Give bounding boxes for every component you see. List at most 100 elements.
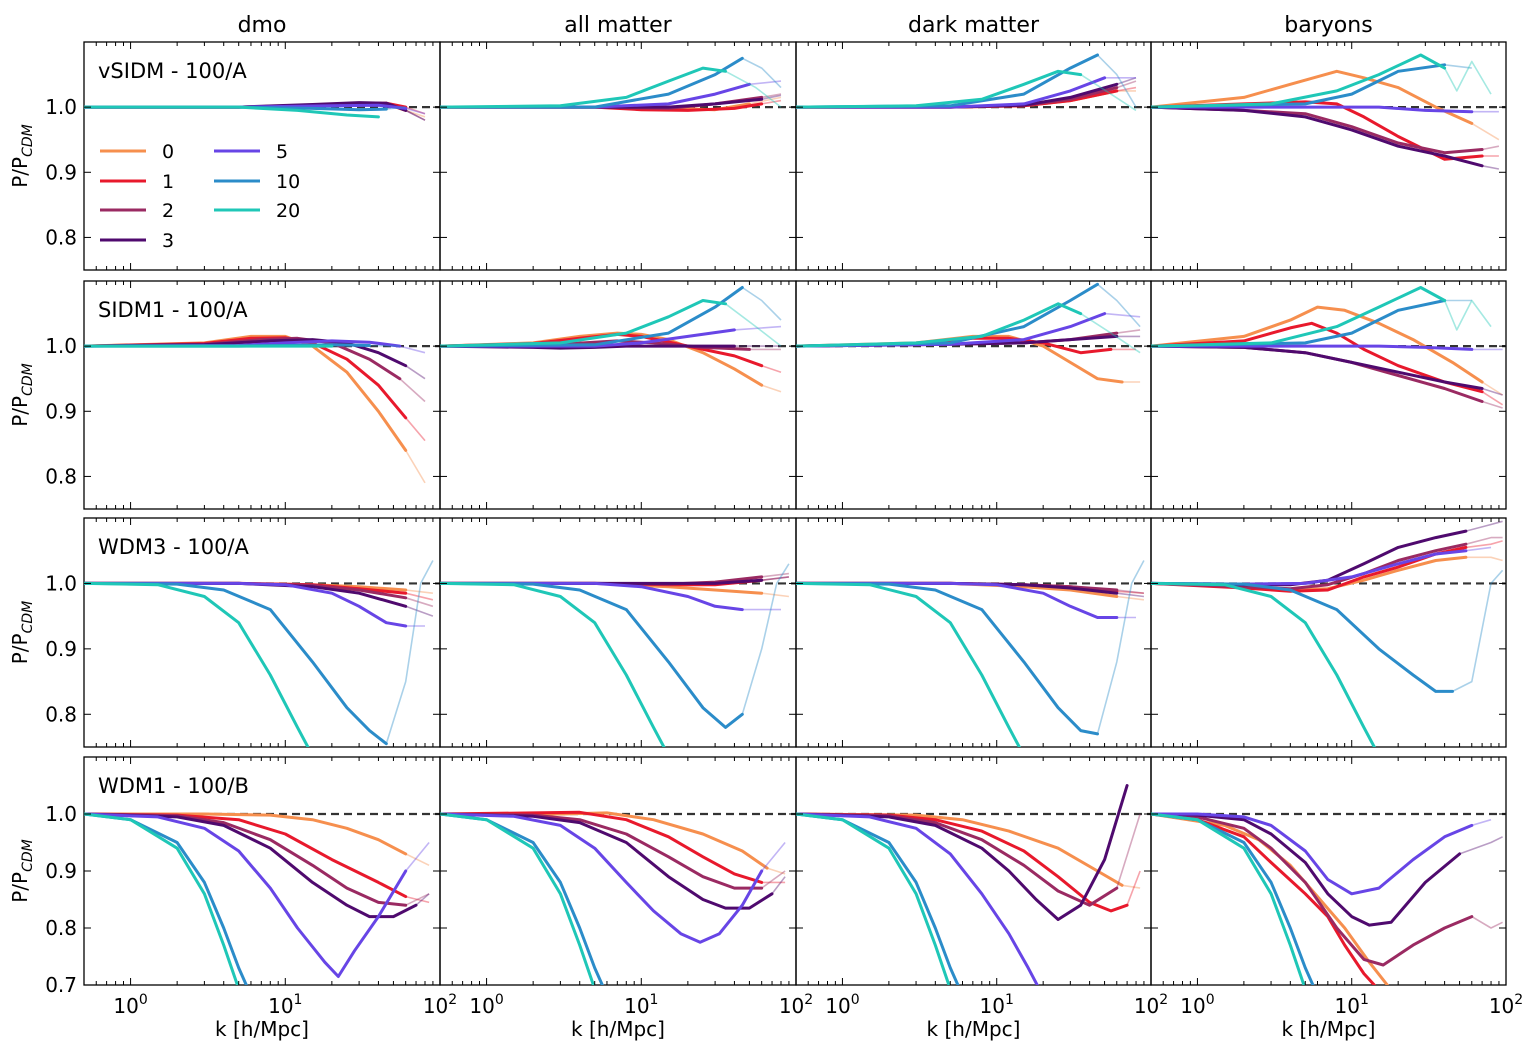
series-line-tail-10 — [1444, 64, 1472, 69]
series-line-tail-2 — [405, 893, 430, 906]
series-line-tail-5 — [761, 841, 786, 872]
series-group — [796, 560, 1145, 747]
series-line-tail-10 — [1096, 54, 1137, 108]
series-line-0 — [1151, 69, 1474, 125]
x-tick-label: 100 — [469, 992, 503, 1018]
series-line-tail-3 — [415, 893, 430, 906]
series-line-20 — [440, 581, 666, 747]
series-line-tail-20 — [725, 303, 782, 347]
x-axis-label: k [h/Mpc] — [1282, 1017, 1376, 1041]
panel-frame — [439, 756, 797, 986]
series-group — [1151, 53, 1500, 170]
series-group — [1151, 520, 1504, 747]
x-tick-label: 100 — [1180, 992, 1214, 1018]
series-line-tail-0 — [1116, 595, 1144, 601]
panel-frame — [1150, 280, 1507, 510]
series-line-tail-20 — [1443, 299, 1492, 331]
series-line-tail-3 — [405, 365, 426, 380]
legend-label-1: 1 — [162, 171, 174, 193]
series-line-tail-1 — [405, 417, 426, 442]
panel-label: WDM1 - 100/B — [98, 774, 249, 798]
column-title-0: dmo — [238, 13, 287, 38]
series-line-20 — [1151, 581, 1376, 747]
x-tick-label: 101 — [1335, 992, 1369, 1018]
x-tick-label: 101 — [624, 992, 658, 1018]
series-line-tail-2 — [1116, 329, 1141, 334]
series-line-tail-1 — [1126, 870, 1141, 906]
series-line-tail-0 — [766, 867, 786, 875]
series-line-tail-3 — [1459, 836, 1503, 855]
series-line-tail-5 — [749, 80, 782, 86]
panel-3-2 — [795, 756, 1152, 986]
series-line-2 — [440, 812, 764, 890]
series-line-tail-1 — [761, 364, 782, 373]
series-line-tail-2 — [1116, 80, 1137, 89]
series-line-tail-2 — [399, 378, 426, 403]
series-group — [84, 560, 434, 747]
series-line-tail-20 — [1080, 73, 1137, 112]
series-line-tail-2 — [1116, 813, 1141, 889]
series-line-1 — [440, 332, 764, 368]
panel-frame — [439, 280, 797, 510]
panel-1-1 — [439, 280, 797, 510]
y-tick-label: 0.7 — [45, 973, 77, 997]
series-line-tail-1 — [761, 576, 789, 581]
series-group — [84, 101, 426, 121]
y-tick-label: 1.0 — [45, 334, 77, 358]
panel-frame — [1150, 756, 1507, 986]
column-title-3: baryons — [1284, 13, 1372, 38]
legend-label-2: 2 — [162, 200, 174, 222]
series-line-20 — [1151, 53, 1447, 109]
x-tick-label: 102 — [779, 992, 813, 1018]
series-line-tail-0 — [1481, 381, 1504, 396]
panel-3-3 — [1150, 756, 1507, 986]
series-line-5 — [440, 581, 744, 612]
series-line-3 — [1151, 105, 1484, 168]
series-line-tail-2 — [1116, 589, 1144, 594]
series-group — [440, 56, 782, 112]
series-line-tail-3 — [761, 576, 789, 581]
series-line-0 — [1151, 812, 1389, 985]
series-line-1 — [440, 810, 764, 884]
y-tick-label: 0.8 — [45, 464, 77, 488]
series-line-tail-5 — [405, 841, 430, 872]
series-line-10 — [440, 286, 744, 348]
y-tick-label: 1.0 — [45, 95, 77, 119]
series-line-0 — [1151, 305, 1484, 384]
series-line-tail-0 — [405, 449, 426, 484]
legend-label-20: 20 — [276, 200, 300, 222]
panel-0-1 — [439, 41, 797, 271]
series-line-tail-5 — [734, 325, 782, 331]
series-line-tail-0 — [1471, 122, 1500, 141]
series-group — [796, 282, 1141, 384]
series-line-20 — [84, 105, 380, 119]
series-line-tail-1 — [1481, 391, 1504, 406]
series-line-tail-3 — [1116, 77, 1137, 86]
series-line-5 — [1151, 105, 1474, 114]
series-line-1 — [84, 812, 408, 899]
series-line-tail-1 — [405, 592, 434, 601]
series-line-tail-5 — [399, 345, 426, 354]
series-line-5 — [84, 581, 408, 628]
series-line-3 — [84, 812, 418, 919]
series-line-1 — [1151, 321, 1484, 394]
x-tick-label: 100 — [113, 992, 147, 1018]
series-line-tail-0 — [1121, 884, 1141, 889]
x-tick-label: 101 — [980, 992, 1014, 1018]
series-line-tail-0 — [749, 96, 782, 105]
series-line-tail-10 — [386, 106, 406, 110]
series-group — [1151, 286, 1504, 409]
series-line-tail-0 — [405, 109, 426, 118]
series-line-tail-5 — [405, 107, 426, 115]
series-line-20 — [1151, 286, 1447, 348]
panel-1-3 — [1150, 280, 1507, 510]
series-group — [440, 286, 782, 393]
series-line-tail-10 — [1096, 283, 1141, 328]
series-line-10 — [84, 581, 388, 746]
series-line-1 — [1151, 812, 1376, 985]
panel-2-0 — [83, 517, 441, 748]
panel-3-0 — [83, 756, 441, 986]
series-line-tail-5 — [1465, 546, 1492, 552]
legend-label-0: 0 — [162, 141, 174, 163]
y-axis-label: P/PCDM — [8, 601, 36, 665]
